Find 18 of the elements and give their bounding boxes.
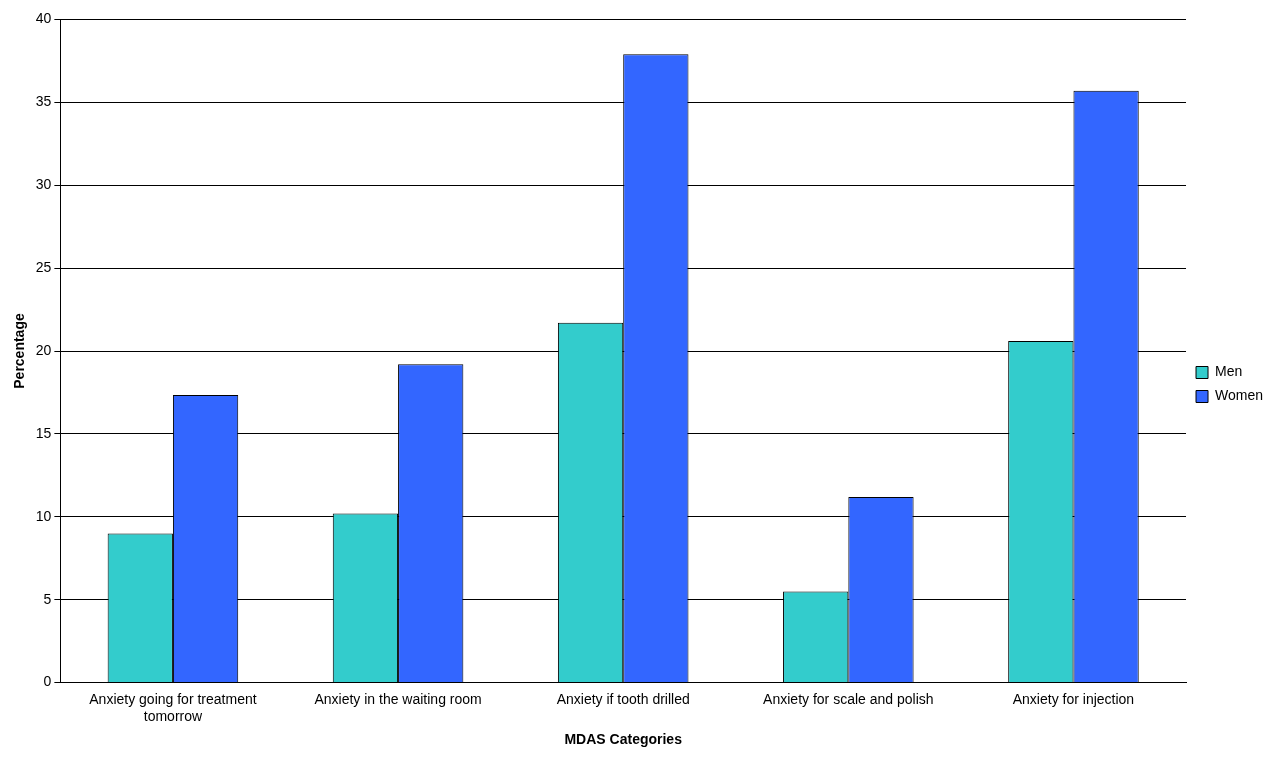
y-tick-label: 40 (35, 10, 52, 27)
x-tick-label: Anxiety if tooth drilled (556, 690, 690, 707)
x-tick-label: Anxiety for scale and polish (763, 690, 934, 707)
y-tick-label: 25 (35, 258, 52, 275)
x-tick-label: Anxiety going for treatment tomorrow (89, 690, 257, 724)
y-tick-label: 35 (35, 93, 52, 110)
y-tick-label: 30 (35, 176, 52, 193)
legend-label: Men (1215, 363, 1243, 380)
legend-label: Women (1215, 387, 1263, 404)
y-tick-label: 0 (43, 673, 52, 690)
y-tick-label: 15 (35, 424, 52, 441)
x-axis-title: MDAS Categories (564, 731, 683, 748)
y-axis-title: Percentage (11, 313, 28, 389)
x-tick-label: Anxiety in the waiting room (314, 690, 482, 707)
y-tick-label: 10 (35, 507, 52, 524)
y-tick-label: 5 (43, 590, 52, 607)
x-tick-label: Anxiety for injection (1012, 690, 1135, 707)
y-tick-label: 20 (35, 341, 52, 358)
